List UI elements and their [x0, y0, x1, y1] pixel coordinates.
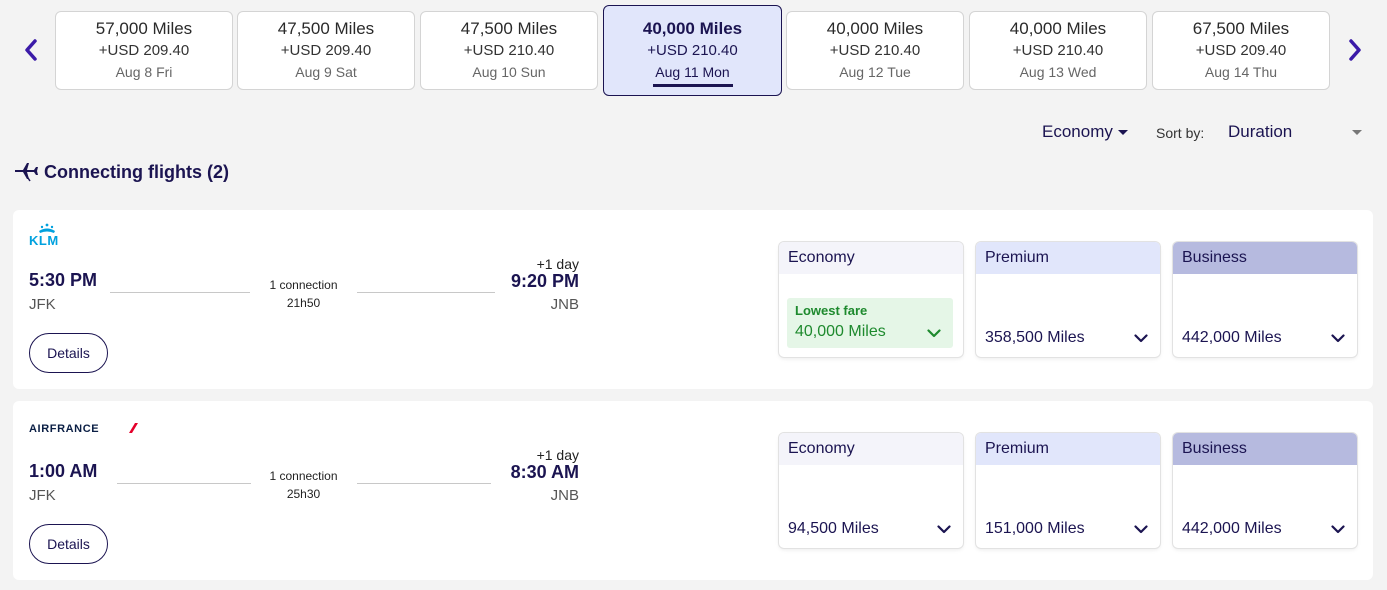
fare-economy-price: 94,500 Miles: [788, 520, 879, 537]
cabin-class-dropdown[interactable]: Economy: [1042, 122, 1128, 142]
fare-premium-price: 151,000 Miles: [985, 520, 1085, 537]
chevron-left-icon: [25, 39, 37, 61]
departure-time: 5:30 PM: [29, 270, 98, 290]
date-card-aug-9[interactable]: 47,500 Miles +USD 209.40 Aug 9 Sat: [237, 11, 415, 90]
sort-value: Duration: [1228, 122, 1293, 141]
date-usd: +USD 209.40: [280, 42, 372, 59]
date-usd: +USD 209.40: [1195, 42, 1287, 59]
connecting-flight-icon: [15, 163, 38, 182]
connection-count: 1 connection: [269, 278, 338, 292]
fare-premium-label: Premium: [976, 242, 1160, 274]
chevron-down-icon: [1331, 334, 1345, 343]
fare-premium-label: Premium: [976, 433, 1160, 465]
fare-premium-price: 358,500 Miles: [985, 329, 1085, 346]
date-miles: 40,000 Miles: [826, 19, 924, 38]
airline-name: KLM: [29, 233, 59, 246]
fare-business[interactable]: Business 442,000 Miles: [1173, 242, 1357, 357]
date-miles: 40,000 Miles: [642, 19, 743, 38]
chevron-down-icon: [1134, 525, 1148, 534]
date-card-aug-11-selected[interactable]: 40,000 Miles +USD 210.40 Aug 11 Mon: [603, 5, 782, 96]
connection-info: 1 connection 21h50: [250, 276, 357, 312]
date-day: Aug 9 Sat: [295, 64, 357, 80]
arrival-time: 9:20 PM: [510, 271, 579, 291]
date-day: Aug 11 Mon: [655, 64, 730, 80]
cabin-class-value: Economy: [1042, 122, 1113, 141]
date-day: Aug 14 Thu: [1204, 64, 1278, 80]
section-title: Connecting flights (2): [13, 161, 229, 183]
arrival-airport: JNB: [550, 296, 579, 313]
arrival-time: 8:30 AM: [510, 462, 579, 482]
date-card-aug-12[interactable]: 40,000 Miles +USD 210.40 Aug 12 Tue: [786, 11, 964, 90]
fare-business-label: Business: [1173, 242, 1357, 274]
fare-economy-label: Economy: [779, 242, 963, 274]
airline-name: AIRFRANCE: [29, 423, 99, 435]
date-card-aug-14[interactable]: 67,500 Miles +USD 209.40 Aug 14 Thu: [1152, 11, 1330, 90]
details-button[interactable]: Details: [29, 524, 108, 564]
details-button[interactable]: Details: [29, 333, 108, 373]
prev-dates-button[interactable]: [20, 36, 42, 64]
section-title-text: Connecting flights (2): [44, 161, 229, 182]
flight-duration: 21h50: [286, 296, 321, 310]
plus-day-badge: +1 day: [536, 447, 579, 463]
fare-premium[interactable]: Premium 358,500 Miles: [976, 242, 1160, 357]
date-card-aug-13[interactable]: 40,000 Miles +USD 210.40 Aug 13 Wed: [969, 11, 1147, 90]
connection-info: 1 connection 25h30: [250, 467, 357, 503]
date-card-aug-8[interactable]: 57,000 Miles +USD 209.40 Aug 8 Fri: [55, 11, 233, 90]
airline-logo-airfrance: AIRFRANCE: [29, 421, 141, 440]
date-day: Aug 10 Sun: [472, 64, 546, 80]
departure-airport: JFK: [29, 487, 56, 504]
fare-economy-label: Economy: [779, 433, 963, 465]
lowest-fare-badge[interactable]: Lowest fare 40,000 Miles: [787, 298, 953, 348]
date-miles: 57,000 Miles: [95, 19, 193, 38]
next-dates-button[interactable]: [1344, 36, 1366, 64]
fare-business[interactable]: Business 442,000 Miles: [1173, 433, 1357, 548]
flight-card: AIRFRANCE 1:00 AM JFK 1 connection 25h30…: [13, 401, 1373, 580]
flight-duration: 25h30: [286, 487, 321, 501]
selected-indicator: [652, 84, 733, 87]
date-miles: 40,000 Miles: [1009, 19, 1107, 38]
fare-business-price: 442,000 Miles: [1182, 520, 1282, 537]
caret-down-icon: [1117, 130, 1128, 136]
date-usd: +USD 210.40: [829, 42, 921, 59]
date-day: Aug 12 Tue: [839, 64, 911, 80]
route-line: [357, 292, 495, 293]
chevron-down-icon: [1331, 525, 1345, 534]
departure-time: 1:00 AM: [29, 461, 98, 481]
date-day: Aug 13 Wed: [1019, 64, 1097, 80]
sort-dropdown[interactable]: Duration: [1228, 122, 1362, 142]
connection-count: 1 connection: [269, 469, 338, 483]
fare-premium[interactable]: Premium 151,000 Miles: [976, 433, 1160, 548]
fare-business-price: 442,000 Miles: [1182, 329, 1282, 346]
fare-business-label: Business: [1173, 433, 1357, 465]
date-miles: 47,500 Miles: [277, 19, 375, 38]
date-miles: 47,500 Miles: [460, 19, 558, 38]
date-day: Aug 8 Fri: [115, 64, 173, 80]
lowest-fare-label: Lowest fare: [795, 303, 868, 318]
fare-economy[interactable]: Economy 94,500 Miles: [779, 433, 963, 548]
date-usd: +USD 210.40: [1012, 42, 1104, 59]
route-line: [357, 483, 491, 484]
fare-economy-price: 40,000 Miles: [795, 323, 886, 340]
chevron-down-icon: [937, 525, 951, 534]
chevron-down-icon: [1134, 334, 1148, 343]
airline-logo-klm: KLM: [29, 222, 65, 251]
route-line: [110, 292, 250, 293]
date-card-aug-10[interactable]: 47,500 Miles +USD 210.40 Aug 10 Sun: [420, 11, 598, 90]
chevron-right-icon: [1349, 39, 1361, 61]
flight-card: KLM 5:30 PM JFK 1 connection 21h50 +1 da…: [13, 210, 1373, 389]
arrival-airport: JNB: [550, 487, 579, 504]
chevron-down-icon: [927, 329, 941, 338]
fare-economy[interactable]: Economy Lowest fare 40,000 Miles: [779, 242, 963, 357]
plus-day-badge: +1 day: [536, 256, 579, 272]
date-usd: +USD 210.40: [647, 42, 738, 59]
date-usd: +USD 209.40: [98, 42, 190, 59]
date-usd: +USD 210.40: [463, 42, 555, 59]
departure-airport: JFK: [29, 296, 56, 313]
sort-label: Sort by:: [1156, 125, 1205, 141]
date-miles: 67,500 Miles: [1192, 19, 1290, 38]
route-line: [117, 483, 251, 484]
caret-down-icon: [1352, 130, 1362, 135]
